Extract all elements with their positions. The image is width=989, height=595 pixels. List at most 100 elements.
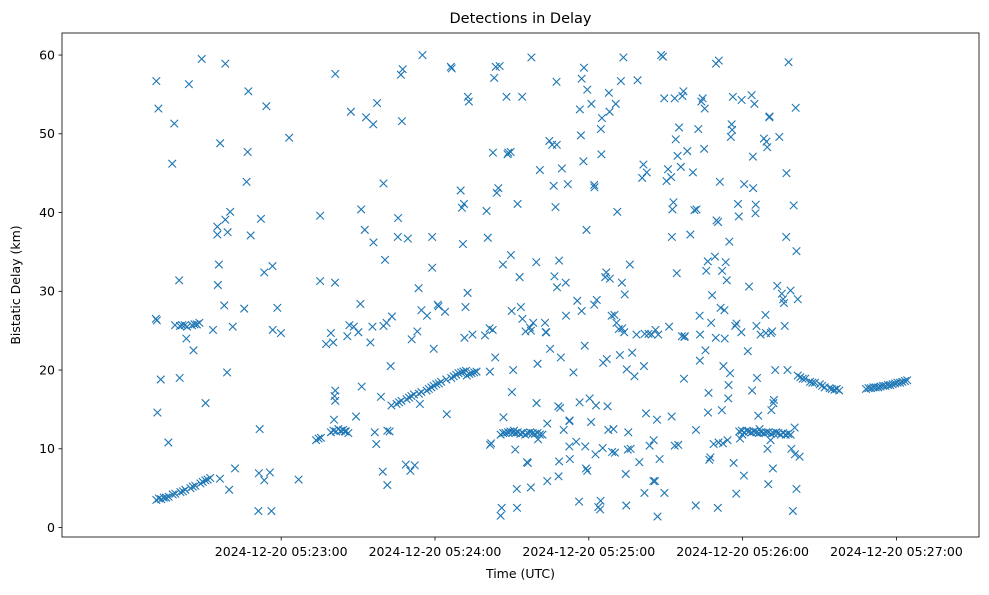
data-point <box>201 476 210 485</box>
data-point <box>604 88 614 98</box>
data-point <box>622 365 631 374</box>
data-point <box>672 268 681 278</box>
data-point <box>695 311 704 320</box>
data-points <box>151 50 912 521</box>
data-point <box>368 322 377 331</box>
data-point <box>792 246 801 256</box>
data-point <box>717 406 727 415</box>
data-point <box>502 92 511 101</box>
data-point <box>178 320 187 330</box>
data-point <box>208 325 218 335</box>
data-point <box>732 489 741 498</box>
data-point <box>714 56 723 65</box>
data-point <box>810 378 820 387</box>
data-point <box>630 372 639 381</box>
data-point <box>603 402 612 411</box>
data-point <box>345 320 354 330</box>
data-point <box>525 323 535 332</box>
data-point <box>705 455 714 465</box>
data-point <box>509 426 519 435</box>
data-point <box>691 501 700 510</box>
data-point <box>602 268 611 277</box>
data-point <box>170 119 179 128</box>
data-point <box>607 311 616 320</box>
data-point <box>192 320 202 329</box>
data-point <box>565 442 574 451</box>
data-point <box>383 480 392 490</box>
data-point <box>752 373 762 383</box>
data-point <box>728 92 738 101</box>
data-point <box>572 437 581 446</box>
data-point <box>874 383 883 392</box>
data-point <box>191 481 200 491</box>
data-point <box>677 331 687 341</box>
data-point <box>213 222 222 231</box>
data-point <box>605 107 614 116</box>
data-point <box>315 276 325 286</box>
data-point <box>442 375 451 384</box>
data-point <box>422 311 432 320</box>
data-point <box>747 386 757 395</box>
data-point <box>709 439 718 449</box>
data-point <box>552 140 561 150</box>
data-point <box>552 77 561 87</box>
data-point <box>691 425 701 435</box>
data-point <box>625 260 635 269</box>
data-point <box>782 168 791 178</box>
data-point <box>331 69 340 79</box>
data-point <box>515 272 524 282</box>
data-point <box>262 102 271 111</box>
data-point <box>480 331 490 340</box>
data-point <box>356 299 365 309</box>
data-point <box>632 330 641 339</box>
data-point <box>154 104 163 113</box>
data-point <box>518 314 527 324</box>
data-point <box>783 365 792 375</box>
data-point <box>189 346 198 355</box>
data-point <box>511 445 520 454</box>
data-point <box>513 199 522 209</box>
data-point <box>756 330 765 339</box>
data-point <box>414 283 423 293</box>
data-point <box>695 330 705 339</box>
data-point <box>720 334 729 343</box>
data-point <box>424 384 434 394</box>
data-point <box>722 276 731 285</box>
data-point <box>817 381 827 390</box>
data-point <box>674 440 683 450</box>
data-point <box>354 328 363 337</box>
data-point <box>188 482 197 491</box>
data-point <box>619 53 628 62</box>
data-point <box>763 444 772 453</box>
data-point <box>456 368 466 377</box>
data-point <box>152 316 162 325</box>
data-point <box>256 214 266 224</box>
x-tick-label: 2024-12-20 05:25:00 <box>522 544 655 559</box>
data-point <box>468 330 477 339</box>
data-point <box>392 399 401 409</box>
data-point <box>674 123 684 132</box>
data-point <box>607 447 617 457</box>
data-point <box>590 300 599 309</box>
data-point <box>777 289 787 298</box>
data-point <box>596 124 606 134</box>
data-point <box>690 205 699 215</box>
data-point <box>157 495 166 504</box>
data-point <box>387 312 397 321</box>
data-point <box>181 485 190 494</box>
data-point <box>393 232 403 242</box>
data-point <box>663 165 673 174</box>
data-point <box>410 461 419 470</box>
data-point <box>771 365 780 375</box>
data-point <box>175 373 184 383</box>
data-point <box>748 183 758 193</box>
data-point <box>284 133 294 142</box>
data-point <box>195 318 204 327</box>
data-point <box>688 168 698 177</box>
data-point <box>486 439 496 448</box>
data-point <box>654 330 663 339</box>
data-point <box>751 200 760 209</box>
data-point <box>623 445 632 454</box>
data-point <box>213 280 223 290</box>
